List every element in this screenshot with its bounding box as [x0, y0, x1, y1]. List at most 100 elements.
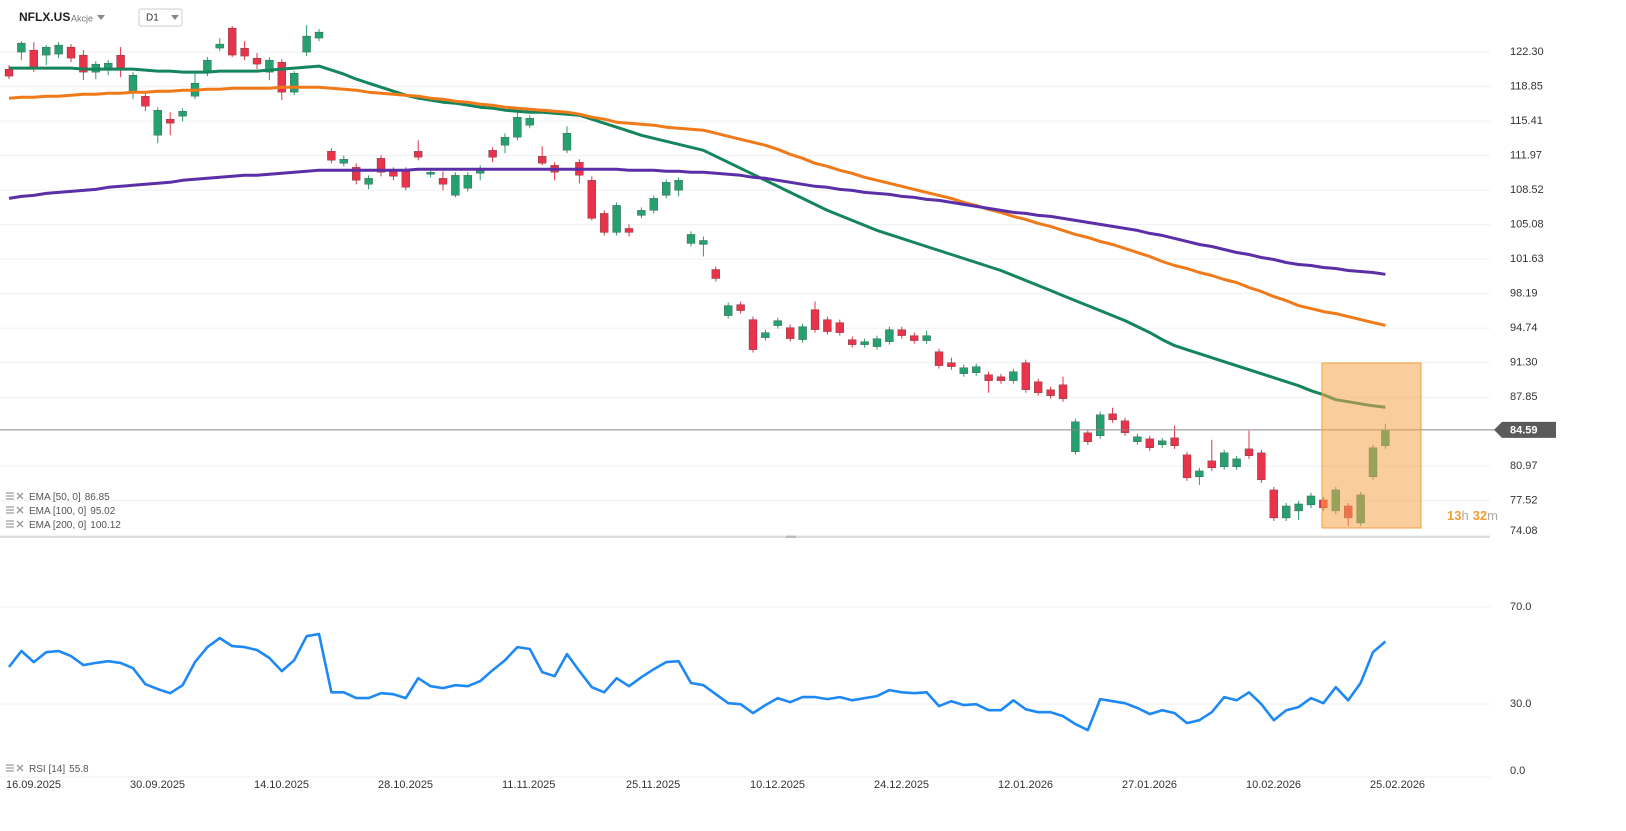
candle-body: [922, 335, 931, 341]
candle-body: [451, 175, 460, 196]
candle-body: [228, 27, 237, 56]
candle-body: [984, 374, 993, 381]
candle-body: [178, 111, 187, 117]
symbol-dropdown[interactable]: [97, 15, 105, 20]
candle-body: [711, 269, 720, 279]
candle-body: [562, 133, 572, 151]
candle-body: [637, 210, 646, 216]
candle-body: [699, 240, 708, 245]
legend-name: EMA [200, 0]: [29, 520, 86, 531]
candle-body: [426, 172, 435, 175]
y-tick-label: 118.85: [1510, 81, 1543, 93]
candle-body: [1083, 432, 1092, 442]
candle-body: [612, 205, 621, 233]
x-tick-label: 12.01.2026: [998, 779, 1053, 791]
candle-body: [463, 175, 472, 189]
candle-body: [1244, 448, 1254, 456]
candle-body: [1195, 470, 1204, 478]
legend-entry: EMA [50, 0] 86.85: [29, 492, 110, 503]
x-tick-label: 25.02.2026: [1370, 779, 1425, 791]
legend-value: 95.02: [90, 506, 115, 517]
symbol[interactable]: NFLX.US: [19, 10, 70, 24]
countdown-part: h: [1461, 508, 1468, 523]
candle-body: [339, 159, 348, 164]
candle-body: [66, 46, 76, 59]
y-tick-label: 80.97: [1510, 460, 1538, 472]
candle-body: [885, 329, 894, 342]
y-tick-label: 77.52: [1510, 495, 1538, 507]
close-icon: [16, 506, 24, 514]
countdown-part: 13: [1447, 508, 1461, 523]
candle-body: [662, 182, 671, 196]
y-tick-label: 87.85: [1510, 391, 1538, 403]
candle-body: [1058, 384, 1068, 399]
candle-body: [736, 304, 745, 311]
legend-name: EMA [50, 0]: [29, 492, 81, 503]
legend-icons: [6, 506, 24, 514]
candle-body: [972, 366, 981, 373]
y-tick-label: 74.08: [1510, 525, 1538, 537]
y-tick-label: 108.52: [1510, 184, 1544, 196]
x-tick-label: 10.02.2026: [1246, 779, 1301, 791]
y-tick-label: 94.74: [1510, 322, 1538, 334]
series-line: [8, 85, 1386, 327]
candle-body: [277, 61, 286, 93]
y-tick-label: 105.08: [1510, 219, 1544, 231]
candle-body: [401, 170, 410, 188]
x-tick-label: 24.12.2025: [874, 779, 929, 791]
y-tick-label: 91.30: [1510, 357, 1538, 369]
candle-body: [674, 180, 683, 191]
countdown-part: 32: [1473, 508, 1487, 523]
legend-icons: [6, 764, 24, 772]
candle-body: [649, 198, 658, 211]
candle-body: [587, 180, 596, 219]
candle-body: [1120, 420, 1130, 433]
timeframe[interactable]: D1: [146, 13, 159, 24]
legend-value: 100.12: [90, 520, 121, 531]
candle-body: [79, 54, 88, 73]
y-tick-label: 30.0: [1510, 698, 1531, 710]
y-tick-label: 98.19: [1510, 288, 1538, 300]
x-tick-label: 14.10.2025: [254, 779, 309, 791]
x-tick-label: 27.01.2026: [1122, 779, 1177, 791]
header: NFLX.US Akcje D1: [19, 8, 183, 27]
timeframe-box[interactable]: [138, 8, 183, 27]
candle-body: [500, 137, 510, 146]
candle-body: [538, 156, 547, 164]
candle-body: [513, 117, 522, 138]
candle-body: [1232, 458, 1241, 468]
close-icon: [16, 492, 24, 500]
legend-name: RSI [14]: [29, 764, 65, 775]
candle-body: [959, 367, 968, 374]
candle-body: [835, 322, 844, 333]
candle-body: [17, 42, 26, 53]
candle-body: [748, 319, 758, 350]
y-tick-label: 101.63: [1510, 253, 1544, 265]
candle-body: [872, 338, 882, 347]
last-price-label: 84.59: [1510, 424, 1538, 436]
legend-entry: RSI [14] 55.8: [29, 764, 89, 775]
candle-body: [352, 167, 361, 181]
candle-body: [1294, 503, 1303, 512]
candle-body: [686, 234, 696, 244]
legend-icons: [6, 492, 24, 500]
candle-body: [153, 110, 162, 136]
y-tick-label: 111.97: [1510, 149, 1542, 161]
candle-body: [141, 96, 150, 107]
x-tick-label: 10.12.2025: [750, 779, 805, 791]
timeframe-dropdown[interactable]: [171, 15, 179, 20]
countdown-part: m: [1487, 508, 1498, 523]
candle-body: [996, 376, 1006, 381]
candle-body: [786, 327, 795, 339]
panel-handle[interactable]: [786, 535, 796, 538]
candle-body: [860, 341, 869, 345]
candle-body: [414, 151, 423, 158]
candle-body: [203, 59, 212, 73]
candle-body: [302, 35, 311, 53]
candle-body: [600, 213, 609, 233]
candle-body: [54, 44, 63, 55]
legend-value: 55.8: [69, 764, 89, 775]
candle-body: [252, 57, 262, 65]
candle-body: [290, 72, 299, 93]
candle-body: [327, 151, 336, 161]
